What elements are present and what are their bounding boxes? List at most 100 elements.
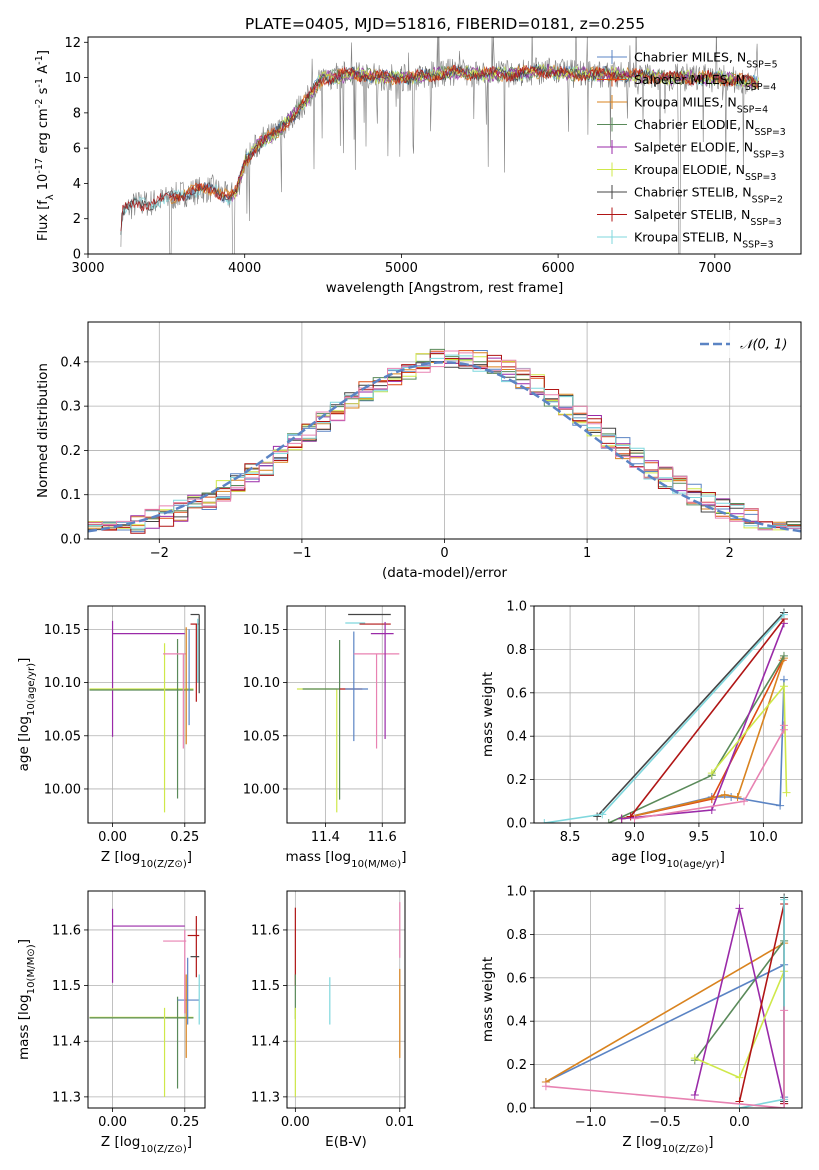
errorbar-extra_pink [163, 929, 187, 1014]
weight-point-kroupa_stelib [540, 819, 549, 823]
legend-label: Salpeter MILES, NSSP=4 [634, 72, 776, 93]
x-tick-label: −1 [292, 546, 311, 561]
y-tick-label: 11.6 [251, 923, 280, 938]
weight-line-salpeter_elodie [621, 623, 785, 820]
y-tick-label: 11.5 [52, 979, 81, 994]
axes-frame [286, 605, 406, 824]
legend-label: 𝒩(0, 1) [740, 338, 787, 353]
x-tick-label: 0.00 [281, 1115, 310, 1130]
x-tick-label: 5000 [385, 261, 418, 276]
weight-point-chabrier_elodie [779, 651, 788, 660]
y-tick-label: 11.6 [52, 923, 81, 938]
y-tick-label: 0.4 [506, 1015, 527, 1030]
weight-point-kroupa_stelib [598, 810, 607, 819]
y-tick-label: 10.05 [243, 729, 280, 744]
legend-label: Salpeter STELIB, NSSP=3 [634, 207, 782, 228]
weight-line-extra_pink [545, 1010, 785, 1108]
plot-area-mass-weight-vs-Z [541, 893, 789, 1108]
y-tick-label: 10.15 [44, 623, 81, 638]
y-tick-label: 10.00 [243, 782, 280, 797]
weight-point-kroupa_elodie [782, 788, 791, 797]
errorbar-chabrier_elodie [302, 640, 341, 800]
legend-label: Kroupa STELIB, NSSP=3 [634, 230, 774, 251]
x-tick-label: 10.0 [749, 830, 778, 845]
chart-mass-vs-ebv: 0.00 0.01 11.3 11.4 11.5 11.6 E(B-V) [251, 890, 414, 1150]
errorbar-extra_pink [353, 653, 400, 749]
x-tick-label: 0 [440, 546, 448, 561]
legend-label: Chabrier STELIB, NSSP=2 [634, 185, 783, 206]
errorbar-salpeter_elodie [111, 908, 185, 983]
y-tick-label: 11.4 [52, 1035, 81, 1050]
spectrum-model-salpeter_elodie [231, 63, 760, 202]
weight-point-salpeter_elodie [735, 904, 744, 913]
y-tick-label: 0.3 [60, 400, 81, 415]
axes-frame [87, 36, 802, 255]
legend-label: Kroupa ELODIE, NSSP=3 [634, 162, 776, 183]
y-axis-label: Flux [fλ 10-17 erg cm-2 s-1 A-1] [34, 50, 56, 241]
x-axis-label: age [log10(age/yr)] [611, 849, 725, 870]
gaussian-reference-line [88, 361, 801, 533]
y-tick-label: 0.2 [60, 444, 81, 459]
y-tick-label: 10.10 [243, 676, 280, 691]
weight-point-extra_pink [630, 814, 639, 823]
x-tick-label: 11.6 [368, 830, 397, 845]
y-axis-label: mass weight [480, 672, 496, 757]
x-tick-label: 0.0 [729, 1115, 750, 1130]
axes-frame [286, 890, 406, 1109]
y-tick-label: 0.4 [60, 355, 81, 370]
weight-line-kroupa_stelib [544, 614, 785, 823]
x-tick-label: −1.0 [575, 1115, 607, 1130]
weight-line-chabrier_elodie [694, 940, 785, 1061]
y-tick-label: 8 [73, 106, 81, 121]
x-tick-label: 7000 [698, 261, 731, 276]
weight-point-extra_pink [541, 1082, 550, 1091]
weight-point-salpeter_elodie [690, 1090, 699, 1099]
errorbar-kroupa_elodie [296, 688, 338, 813]
x-tick-label: 0.25 [170, 1115, 199, 1130]
plot-area-age-vs-Z [89, 613, 200, 813]
x-tick-label: −0.5 [649, 1115, 681, 1130]
weight-point-extra_pink [780, 1006, 789, 1015]
weight-line-chabrier_elodie [608, 655, 785, 823]
y-tick-label: 4 [73, 177, 81, 192]
weight-point-kroupa_elodie [735, 1073, 744, 1082]
histogram-extra_pink [88, 350, 801, 539]
y-tick-label: 0.2 [506, 773, 527, 788]
y-tick-label: 0.8 [506, 643, 527, 658]
x-tick-label: 11.4 [311, 830, 340, 845]
y-tick-label: 0.0 [506, 1102, 527, 1117]
weight-point-kroupa_miles [733, 792, 742, 801]
weight-line-extra_pink [634, 725, 785, 820]
chart-mass-vs-Z: 0.00 0.25 11.3 11.4 11.5 11.6 Z [log10(Z/Z⊙)] m… [16, 890, 206, 1155]
y-tick-label: 2 [73, 212, 81, 227]
y-tick-label: 12 [64, 36, 81, 51]
weight-point-kroupa_stelib [779, 610, 788, 619]
spectrum-model-chabrier_elodie [232, 63, 760, 198]
axes-frame [87, 321, 802, 540]
x-axis-label: E(B-V) [325, 1134, 367, 1150]
weight-point-extra_pink [779, 721, 788, 730]
errorbar-chabrier_stelib [190, 613, 200, 694]
spectrum-model-salpeter_stelib [120, 64, 759, 232]
weight-point-kroupa_miles [720, 790, 729, 799]
axes-frame [533, 890, 803, 1109]
plot-area-mass-vs-Z [89, 908, 200, 1097]
plot-area-residuals [88, 348, 801, 539]
weight-line-salpeter_miles [621, 659, 784, 820]
x-tick-label: 8.5 [560, 830, 581, 845]
legend-label: Kroupa MILES, NSSP=4 [634, 95, 768, 116]
errorbar-salpeter_stelib [187, 916, 200, 978]
x-tick-label: 9.0 [624, 830, 645, 845]
y-tick-label: 1.0 [506, 885, 527, 900]
x-tick-label: 1 [583, 546, 591, 561]
plot-area-spectrum [120, 37, 760, 254]
x-axis-label: Z [log10(Z/Z⊙)] [622, 1134, 713, 1155]
chart-mass-weight-vs-age: 8.5 9.0 9.5 10.0 0.0 0.2 0.4 0.6 0.8 1.0 age [log1… [480, 600, 803, 870]
weight-line-salpeter_stelib [629, 618, 785, 817]
y-tick-label: 11.3 [251, 1090, 280, 1105]
weight-point-kroupa_elodie [779, 682, 788, 691]
spectrum-model-kroupa_elodie [231, 63, 760, 200]
y-tick-label: 10.15 [243, 623, 280, 638]
